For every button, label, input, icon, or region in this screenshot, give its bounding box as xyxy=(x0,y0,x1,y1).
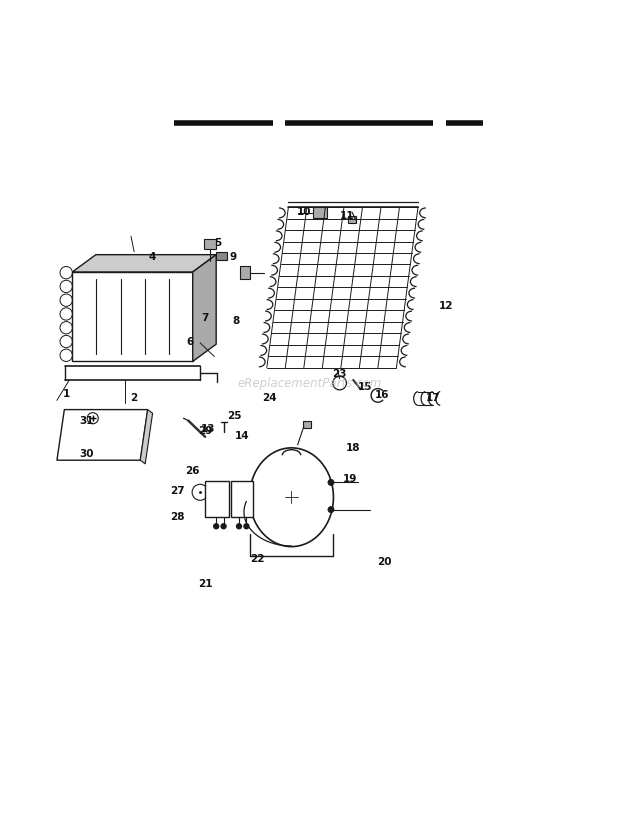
Polygon shape xyxy=(193,254,216,361)
Text: 6: 6 xyxy=(186,337,193,347)
Polygon shape xyxy=(140,409,153,464)
Text: 25: 25 xyxy=(228,411,242,421)
Text: eReplacementParts.com: eReplacementParts.com xyxy=(238,377,382,389)
Text: 23: 23 xyxy=(332,369,347,379)
Text: 17: 17 xyxy=(426,394,441,404)
Text: 9: 9 xyxy=(229,252,236,262)
Text: 8: 8 xyxy=(232,316,239,326)
Text: 26: 26 xyxy=(185,466,200,476)
Text: 24: 24 xyxy=(262,394,277,404)
Polygon shape xyxy=(205,481,229,517)
Polygon shape xyxy=(57,409,148,460)
Polygon shape xyxy=(240,266,249,279)
Text: 4: 4 xyxy=(149,252,156,262)
Text: 10: 10 xyxy=(296,207,311,217)
Polygon shape xyxy=(204,239,216,249)
Polygon shape xyxy=(313,207,327,219)
Text: 15: 15 xyxy=(358,382,373,392)
Circle shape xyxy=(221,524,226,529)
Text: 31: 31 xyxy=(79,416,94,426)
Circle shape xyxy=(237,524,241,529)
Text: 12: 12 xyxy=(438,301,453,311)
Polygon shape xyxy=(348,216,356,223)
Polygon shape xyxy=(231,481,253,517)
Circle shape xyxy=(328,480,334,485)
Polygon shape xyxy=(303,420,311,428)
Polygon shape xyxy=(73,272,193,361)
Text: 18: 18 xyxy=(346,443,360,453)
Circle shape xyxy=(214,524,219,529)
Text: 14: 14 xyxy=(235,430,249,440)
Ellipse shape xyxy=(249,448,334,546)
Text: 27: 27 xyxy=(170,486,185,496)
Circle shape xyxy=(328,506,334,513)
Text: 16: 16 xyxy=(375,390,389,400)
Text: 13: 13 xyxy=(201,425,215,435)
Text: 28: 28 xyxy=(170,512,185,522)
Text: 5: 5 xyxy=(214,238,221,248)
Text: 21: 21 xyxy=(198,579,212,589)
Text: 7: 7 xyxy=(202,314,209,324)
Text: 20: 20 xyxy=(377,557,391,567)
Circle shape xyxy=(244,524,249,529)
Text: 1: 1 xyxy=(63,389,70,399)
Text: 22: 22 xyxy=(250,554,265,564)
Text: 30: 30 xyxy=(79,449,94,459)
Polygon shape xyxy=(73,254,216,272)
Polygon shape xyxy=(216,252,228,260)
Text: 29: 29 xyxy=(198,425,212,435)
Text: 2: 2 xyxy=(130,394,138,404)
Text: 19: 19 xyxy=(343,474,357,484)
Text: 11: 11 xyxy=(340,211,354,221)
